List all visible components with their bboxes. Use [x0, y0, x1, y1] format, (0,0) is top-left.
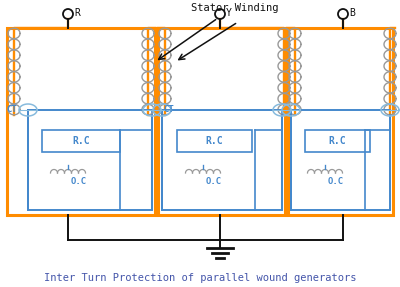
Bar — [177, 130, 252, 152]
Bar — [305, 130, 370, 152]
Text: O.C: O.C — [328, 177, 344, 185]
Text: R: R — [74, 8, 80, 18]
Bar — [7, 28, 155, 215]
Text: Stator Winding: Stator Winding — [191, 3, 279, 13]
Bar — [291, 110, 390, 210]
Text: O.C: O.C — [206, 177, 222, 185]
Text: R.C: R.C — [206, 136, 223, 146]
Text: Y: Y — [226, 8, 232, 18]
Bar — [158, 28, 285, 215]
Text: O.C: O.C — [71, 177, 87, 185]
Text: CT: CT — [163, 106, 174, 115]
Bar — [42, 130, 120, 152]
Bar — [288, 28, 393, 215]
Text: Inter Turn Protection of parallel wound generators: Inter Turn Protection of parallel wound … — [44, 273, 356, 283]
Bar — [28, 110, 152, 210]
Bar — [162, 110, 282, 210]
Text: CT: CT — [6, 106, 17, 115]
Text: R.C: R.C — [329, 136, 346, 146]
Text: R.C: R.C — [72, 136, 90, 146]
Text: B: B — [349, 8, 355, 18]
